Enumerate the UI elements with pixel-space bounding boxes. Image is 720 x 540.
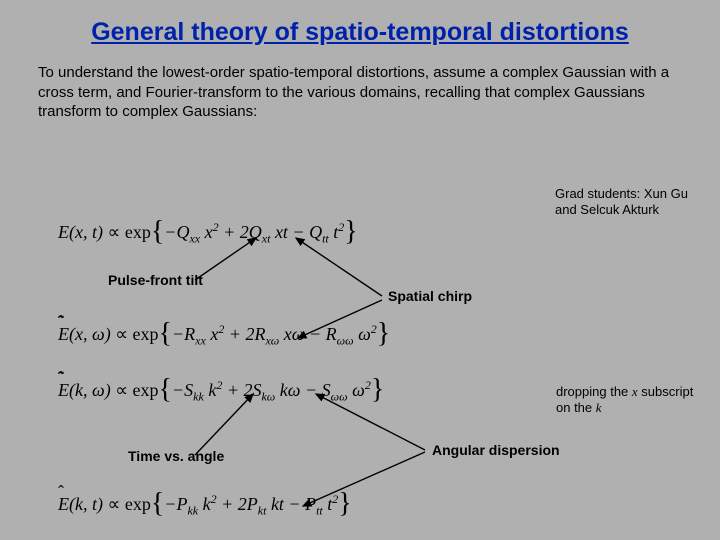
label-spatial-chirp: Spatial chirp [388,288,472,304]
intro-text: To understand the lowest-order spatio-te… [38,63,682,122]
label-time-vs-angle: Time vs. angle [128,448,224,464]
label-angular-dispersion: Angular dispersion [432,442,560,458]
equation-ekt: E(k, t) ∝ exp{−Pkk k2 + 2Pkt kt − Ptt t2… [58,490,352,522]
grad-students-note: Grad students: Xun Gu and Selcuk Akturk [555,186,690,219]
equation-ekw: E(k, ω) ∝ exp{−Skk k2 + 2Skω kω − Sωω ω2… [58,376,384,408]
slide-title: General theory of spatio-temporal distor… [30,18,690,47]
label-pulse-front-tilt: Pulse-front tilt [108,272,203,288]
equation-exw: E(x, ω) ∝ exp{−Rxx x2 + 2Rxω xω − Rωω ω2… [58,320,390,352]
note-dropping-subscript: dropping the x subscript on the k [556,384,696,415]
equation-ext: E(x, t) ∝ exp{−Qxx x2 + 2Qxt xt − Qtt t2… [58,218,358,250]
